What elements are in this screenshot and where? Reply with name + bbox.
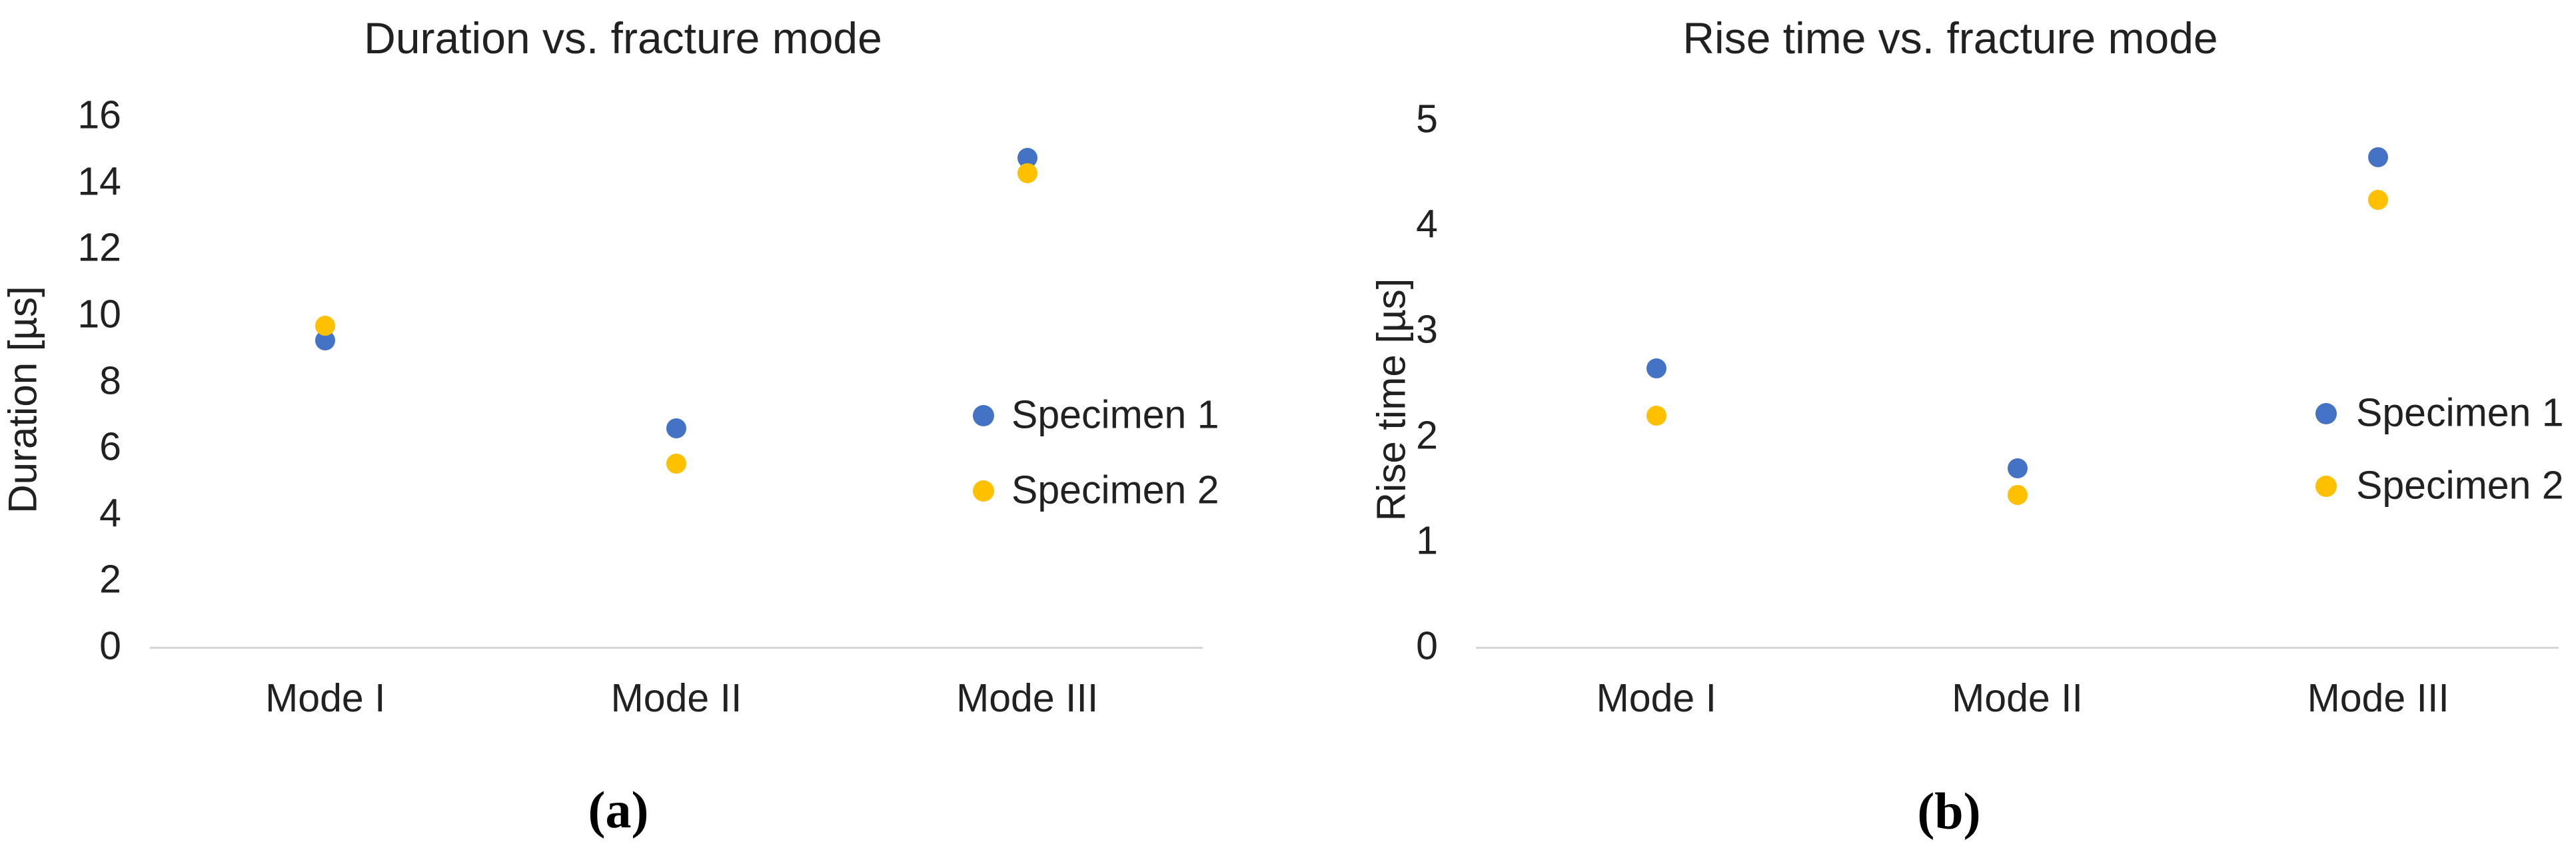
chart-title: Duration vs. fracture mode xyxy=(364,13,882,63)
data-point-specimen-2 xyxy=(315,315,336,336)
y-tick-label: 5 xyxy=(1416,97,1438,141)
data-point-specimen-1 xyxy=(666,418,686,439)
x-category-label: Mode I xyxy=(265,676,386,720)
y-tick-label: 3 xyxy=(1416,307,1438,352)
y-tick-label: 14 xyxy=(77,159,121,203)
y-tick-label: 1 xyxy=(1416,518,1438,563)
y-tick-label: 0 xyxy=(99,624,121,668)
data-point-specimen-2 xyxy=(2368,189,2389,210)
y-tick-label: 4 xyxy=(99,491,121,536)
panel-label-a: (a) xyxy=(588,781,649,839)
y-tick-label: 4 xyxy=(1416,202,1438,246)
legend-marker-specimen-1 xyxy=(973,405,994,426)
x-category-label: Mode III xyxy=(956,676,1099,720)
data-point-specimen-1 xyxy=(2007,458,2028,479)
legend-label-specimen-1: Specimen 1 xyxy=(1011,392,1219,437)
data-point-specimen-2 xyxy=(1017,163,1037,183)
y-tick-label: 10 xyxy=(77,292,121,336)
data-point-specimen-2 xyxy=(2007,484,2028,505)
y-tick-label: 0 xyxy=(1416,624,1438,668)
y-tick-label: 16 xyxy=(77,93,121,137)
legend-label-specimen-2: Specimen 2 xyxy=(2356,463,2564,508)
x-category-label: Mode I xyxy=(1596,676,1717,720)
y-tick-label: 2 xyxy=(1416,412,1438,457)
chart-title: Rise time vs. fracture mode xyxy=(1682,13,2218,63)
x-category-label: Mode III xyxy=(2307,676,2449,720)
data-point-specimen-2 xyxy=(666,453,686,474)
panel-label-b: (b) xyxy=(1917,782,1981,840)
legend-marker-specimen-1 xyxy=(2315,403,2337,424)
legend-marker-specimen-2 xyxy=(973,480,994,502)
data-point-specimen-2 xyxy=(1646,405,1666,426)
y-tick-label: 12 xyxy=(77,225,121,270)
x-axis-line xyxy=(1476,647,2559,649)
x-category-label: Mode II xyxy=(1952,676,2083,720)
x-axis-line xyxy=(150,647,1203,649)
y-tick-label: 2 xyxy=(99,557,121,602)
x-category-label: Mode II xyxy=(610,676,742,720)
y-tick-label: 6 xyxy=(99,424,121,469)
y-tick-label: 8 xyxy=(99,358,121,402)
legend-marker-specimen-2 xyxy=(2315,476,2337,497)
data-point-specimen-1 xyxy=(2368,147,2389,168)
data-point-specimen-1 xyxy=(1646,358,1666,378)
legend-label-specimen-1: Specimen 1 xyxy=(2356,390,2564,435)
legend-label-specimen-2: Specimen 2 xyxy=(1011,468,1219,512)
